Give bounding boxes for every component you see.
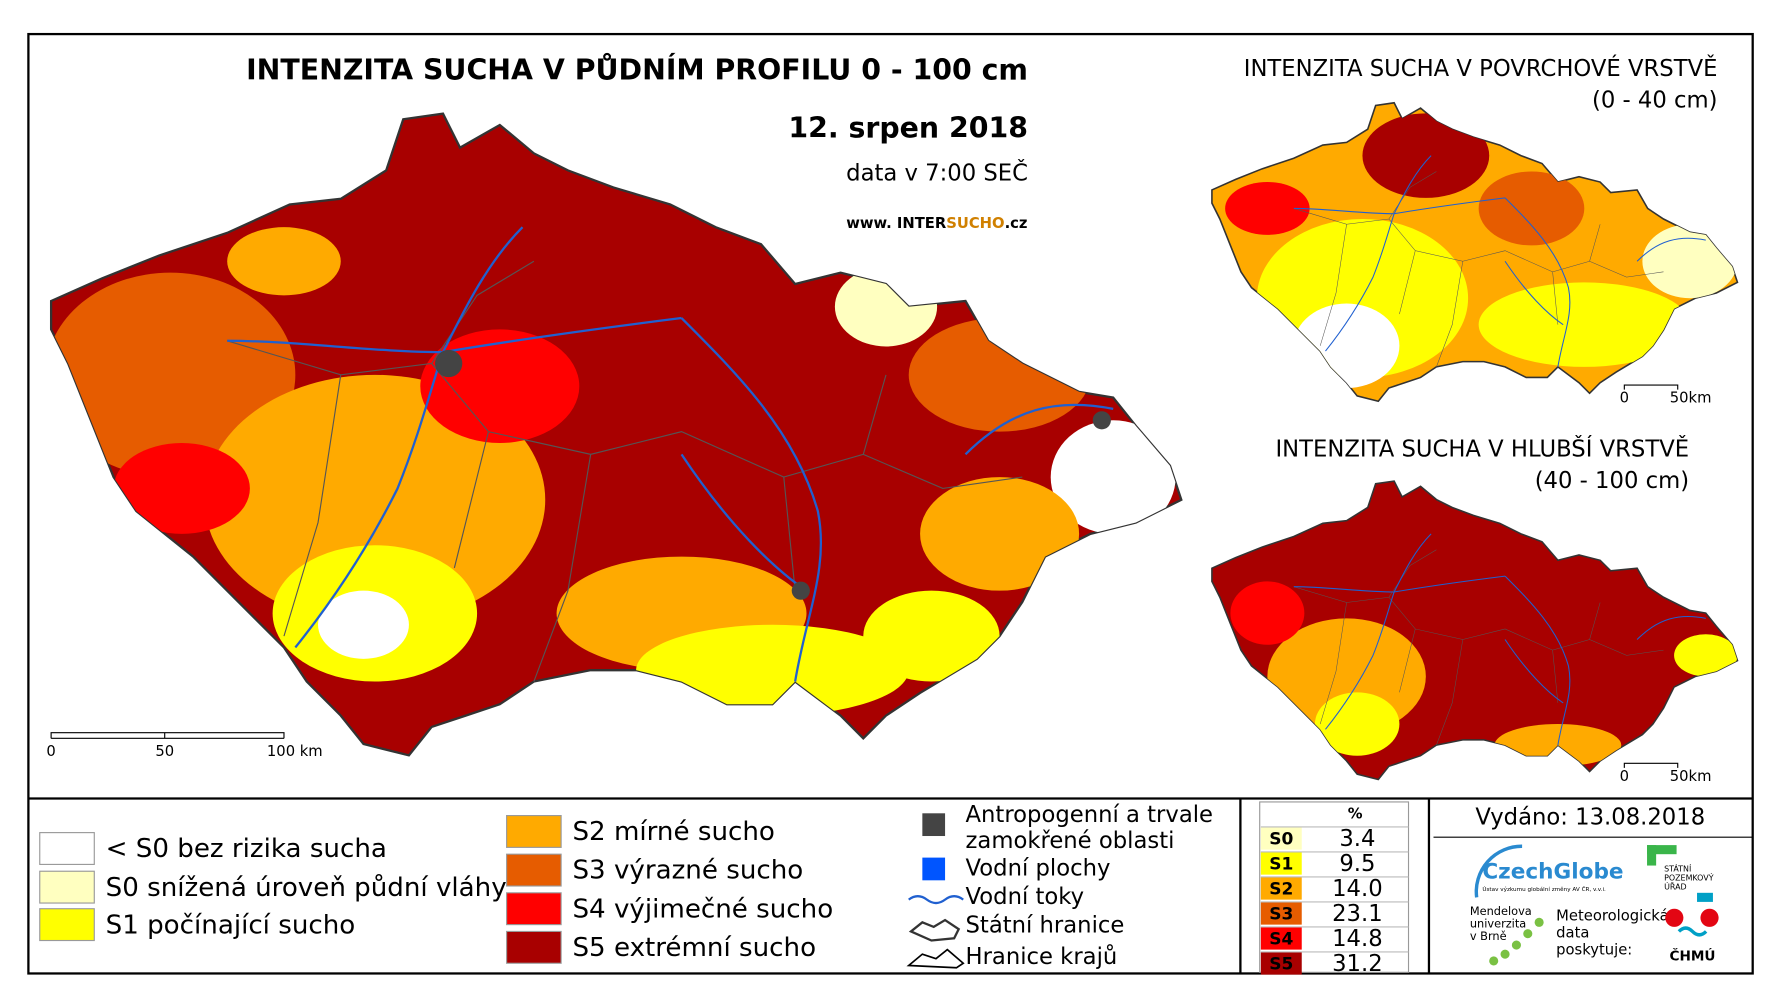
logo-mendelu: Mendelova (1470, 904, 1532, 918)
feature-label: Státní hranice (966, 912, 1125, 938)
legend-swatch (39, 908, 95, 942)
table-value: 9.5 (1339, 851, 1375, 877)
table-class: S2 (1269, 879, 1293, 899)
table-class: S1 (1269, 854, 1293, 874)
table-class-cell (1260, 901, 1302, 925)
scale-label: 50km (1670, 768, 1712, 785)
table-class: S0 (1269, 829, 1293, 849)
table-class-cell (1260, 926, 1302, 950)
main-map (49, 112, 1183, 757)
table-value: 31.2 (1332, 951, 1383, 977)
legend-label: S5 extrémní sucho (572, 933, 816, 963)
inset-deep-map (1211, 480, 1739, 781)
scale-label: 50km (1670, 390, 1712, 407)
legend-label: S4 výjimečné sucho (572, 894, 833, 924)
table-value: 23.1 (1332, 901, 1383, 927)
logo-sub: Ústav výzkumu globální změny AV ČR, v.v.… (1482, 886, 1606, 893)
legend-swatch (39, 870, 95, 904)
legend: < S0 bez rizika sucha S0 snížená úroveň p… (39, 815, 833, 964)
inset-title: INTENZITA SUCHA V POVRCHOVÉ VRSTVĚ (1244, 54, 1718, 82)
map-time: data v 7:00 SEČ (846, 158, 1028, 186)
inset-subtitle: (0 - 40 cm) (1592, 88, 1718, 114)
legend-label: S1 počínající sucho (106, 910, 356, 940)
stats-table: % S0 3.4 S1 9.5 S2 14.0 S3 23.1 S4 14.8 S5 31.2 (1259, 801, 1410, 977)
legend-label: S3 výrazné sucho (572, 856, 803, 886)
map-date: 12. srpen 2018 (788, 111, 1028, 144)
table-class: S4 (1269, 929, 1293, 949)
scale-label: 100 km (267, 743, 323, 760)
legend-label: S2 mírné sucho (572, 817, 774, 847)
feature-label: Vodní toky (966, 884, 1085, 910)
legend-swatch (506, 815, 562, 848)
logo-spu: STÁTNÍ (1664, 862, 1692, 873)
feature-label: Vodní plochy (966, 855, 1111, 881)
logo-mendelu: v Brně (1470, 929, 1507, 943)
table-class-cell (1260, 826, 1302, 850)
legend-swatch (506, 892, 562, 926)
issued: Vydáno: 13.08.2018 (1475, 804, 1705, 830)
map-title: INTENZITA SUCHA V PŮDNÍM PROFILU 0 - 100… (246, 53, 1028, 87)
inset-surface-map (1211, 102, 1739, 403)
legend-swatch (506, 930, 562, 964)
inset-subtitle: (40 - 100 cm) (1535, 468, 1689, 494)
logo-chmu: ČHMÚ (1669, 946, 1715, 964)
table-class-cell (1260, 851, 1302, 875)
logo-spu: ÚŘAD (1664, 881, 1687, 892)
chmu-text: data (1556, 925, 1589, 942)
table-class-cell (1260, 876, 1302, 900)
table-class-cell (1260, 951, 1302, 975)
feature-legend: Antropogenní a trvale zamokřené oblasti … (906, 802, 1214, 970)
table-class: S3 (1269, 904, 1293, 924)
logo-czechglobe: CzechGlobe (1482, 859, 1623, 884)
feature-label: Hranice krajů (966, 943, 1118, 970)
table-header: % (1348, 805, 1363, 822)
chmu-text: poskytuje: (1556, 942, 1632, 959)
scale-label: 0 (1620, 390, 1629, 407)
legend-swatch (39, 832, 95, 865)
table-class: S5 (1269, 954, 1293, 974)
table-value: 14.0 (1332, 876, 1383, 902)
scale-label: 0 (1620, 768, 1629, 785)
legend-swatch (506, 853, 562, 887)
logo-spu: POZEMKOVÝ (1664, 872, 1714, 883)
logo-mendelu: univerzita (1470, 917, 1526, 931)
legend-label: < S0 bez rizika sucha (106, 834, 387, 864)
chmu-text: Meteorologická (1556, 908, 1668, 925)
scale-bar: 0 50 100 km (46, 732, 323, 760)
scale-label: 0 (46, 743, 55, 760)
table-value: 3.4 (1339, 826, 1375, 852)
inset-title: INTENZITA SUCHA V HLUBŠÍ VRSTVĚ (1275, 434, 1689, 462)
legend-label: S0 snížená úroveň půdní vláhy (106, 873, 507, 903)
website: www. INTERSUCHO.cz (846, 215, 1027, 232)
feature-label: zamokřené oblasti (966, 828, 1175, 854)
feature-label: Antropogenní a trvale (966, 802, 1214, 828)
table-value: 14.8 (1332, 926, 1383, 952)
scale-label: 50 (155, 743, 174, 760)
